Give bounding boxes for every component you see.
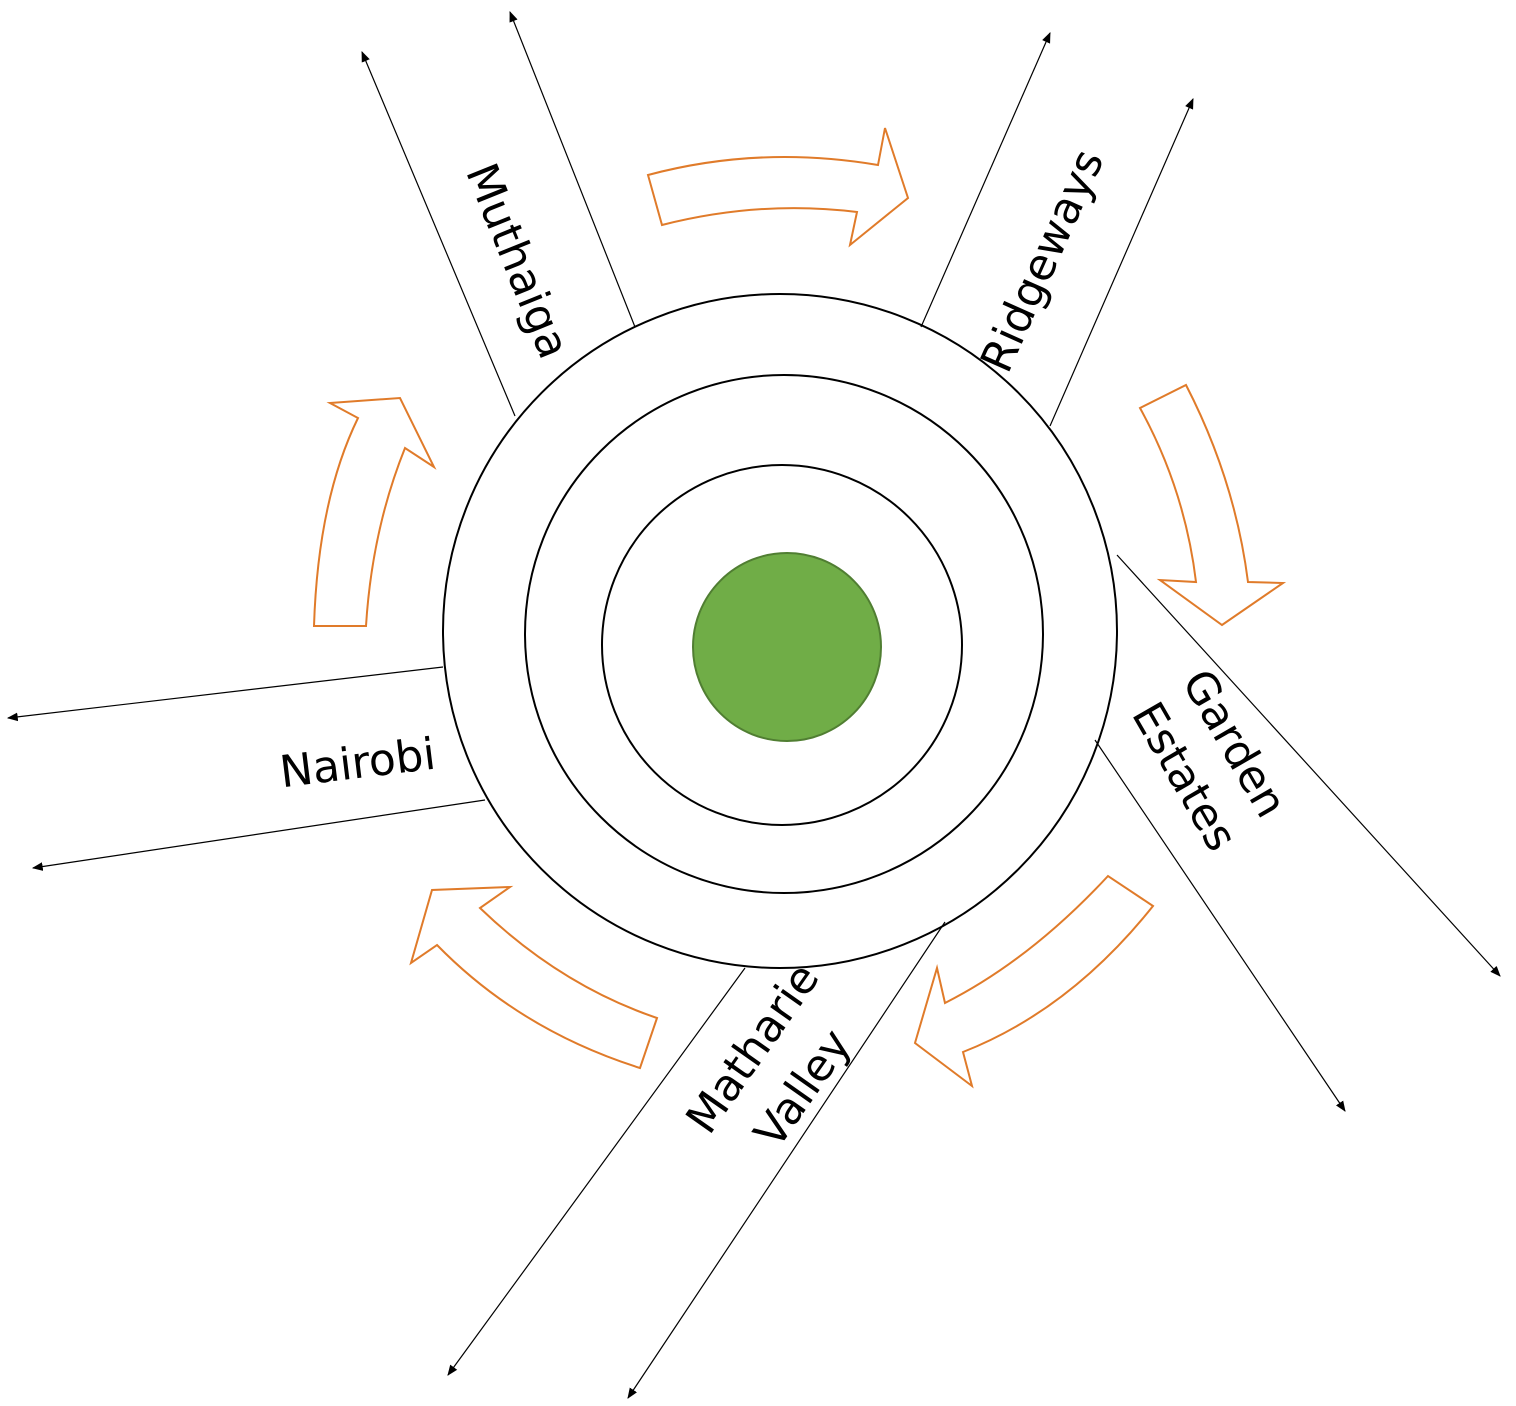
center <box>692 552 882 742</box>
road <box>920 32 1051 328</box>
label-ridgeways: Ridgeways <box>971 142 1114 380</box>
road <box>509 10 636 328</box>
flow-arrow <box>312 396 437 627</box>
outer-ring <box>442 293 1118 969</box>
inner-ring <box>601 464 963 826</box>
roads <box>6 10 1501 1399</box>
road <box>447 967 746 1376</box>
road <box>1094 739 1346 1112</box>
road <box>6 666 444 722</box>
flow-arrow <box>1138 383 1287 627</box>
label-muthaiga: Muthaiga <box>455 156 579 365</box>
road <box>361 51 516 417</box>
flow-arrow <box>913 874 1155 1089</box>
flow-arrow <box>646 127 910 248</box>
flow-arrow <box>409 885 659 1070</box>
road <box>31 799 486 871</box>
label-nairobi: Nairobi <box>277 729 438 799</box>
flow-arrows <box>312 127 1287 1089</box>
middle-ring <box>524 374 1044 894</box>
road <box>627 921 946 1399</box>
road <box>1116 554 1501 977</box>
road <box>1049 98 1194 427</box>
